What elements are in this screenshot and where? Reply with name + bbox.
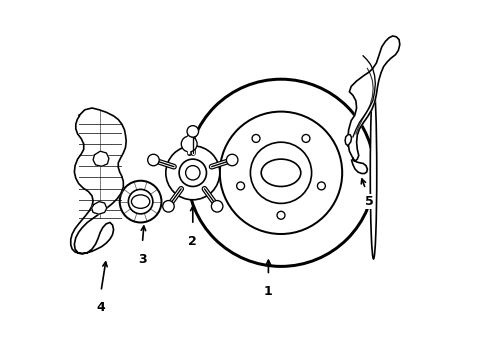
Circle shape xyxy=(186,166,200,180)
Polygon shape xyxy=(347,36,400,161)
Circle shape xyxy=(187,126,198,137)
Circle shape xyxy=(318,182,325,190)
Polygon shape xyxy=(345,135,351,146)
Text: 5: 5 xyxy=(365,195,373,208)
Circle shape xyxy=(120,181,162,222)
Circle shape xyxy=(147,154,159,166)
Circle shape xyxy=(220,112,342,234)
Text: 3: 3 xyxy=(138,253,147,266)
Circle shape xyxy=(252,135,260,143)
Circle shape xyxy=(211,201,223,212)
Circle shape xyxy=(128,189,153,214)
Polygon shape xyxy=(92,202,107,214)
Polygon shape xyxy=(71,108,126,254)
Text: 4: 4 xyxy=(97,301,105,314)
Circle shape xyxy=(226,154,238,166)
Circle shape xyxy=(237,182,245,190)
Ellipse shape xyxy=(370,87,377,259)
Circle shape xyxy=(250,142,312,203)
Circle shape xyxy=(277,211,285,219)
Polygon shape xyxy=(351,158,368,174)
Circle shape xyxy=(187,79,374,266)
Text: 1: 1 xyxy=(264,285,273,298)
Ellipse shape xyxy=(261,159,301,186)
Circle shape xyxy=(302,135,310,143)
Circle shape xyxy=(181,136,197,152)
Text: 2: 2 xyxy=(189,235,197,248)
Circle shape xyxy=(163,201,174,212)
Circle shape xyxy=(179,159,206,186)
Polygon shape xyxy=(93,151,109,166)
Circle shape xyxy=(166,146,220,200)
Ellipse shape xyxy=(131,195,150,208)
